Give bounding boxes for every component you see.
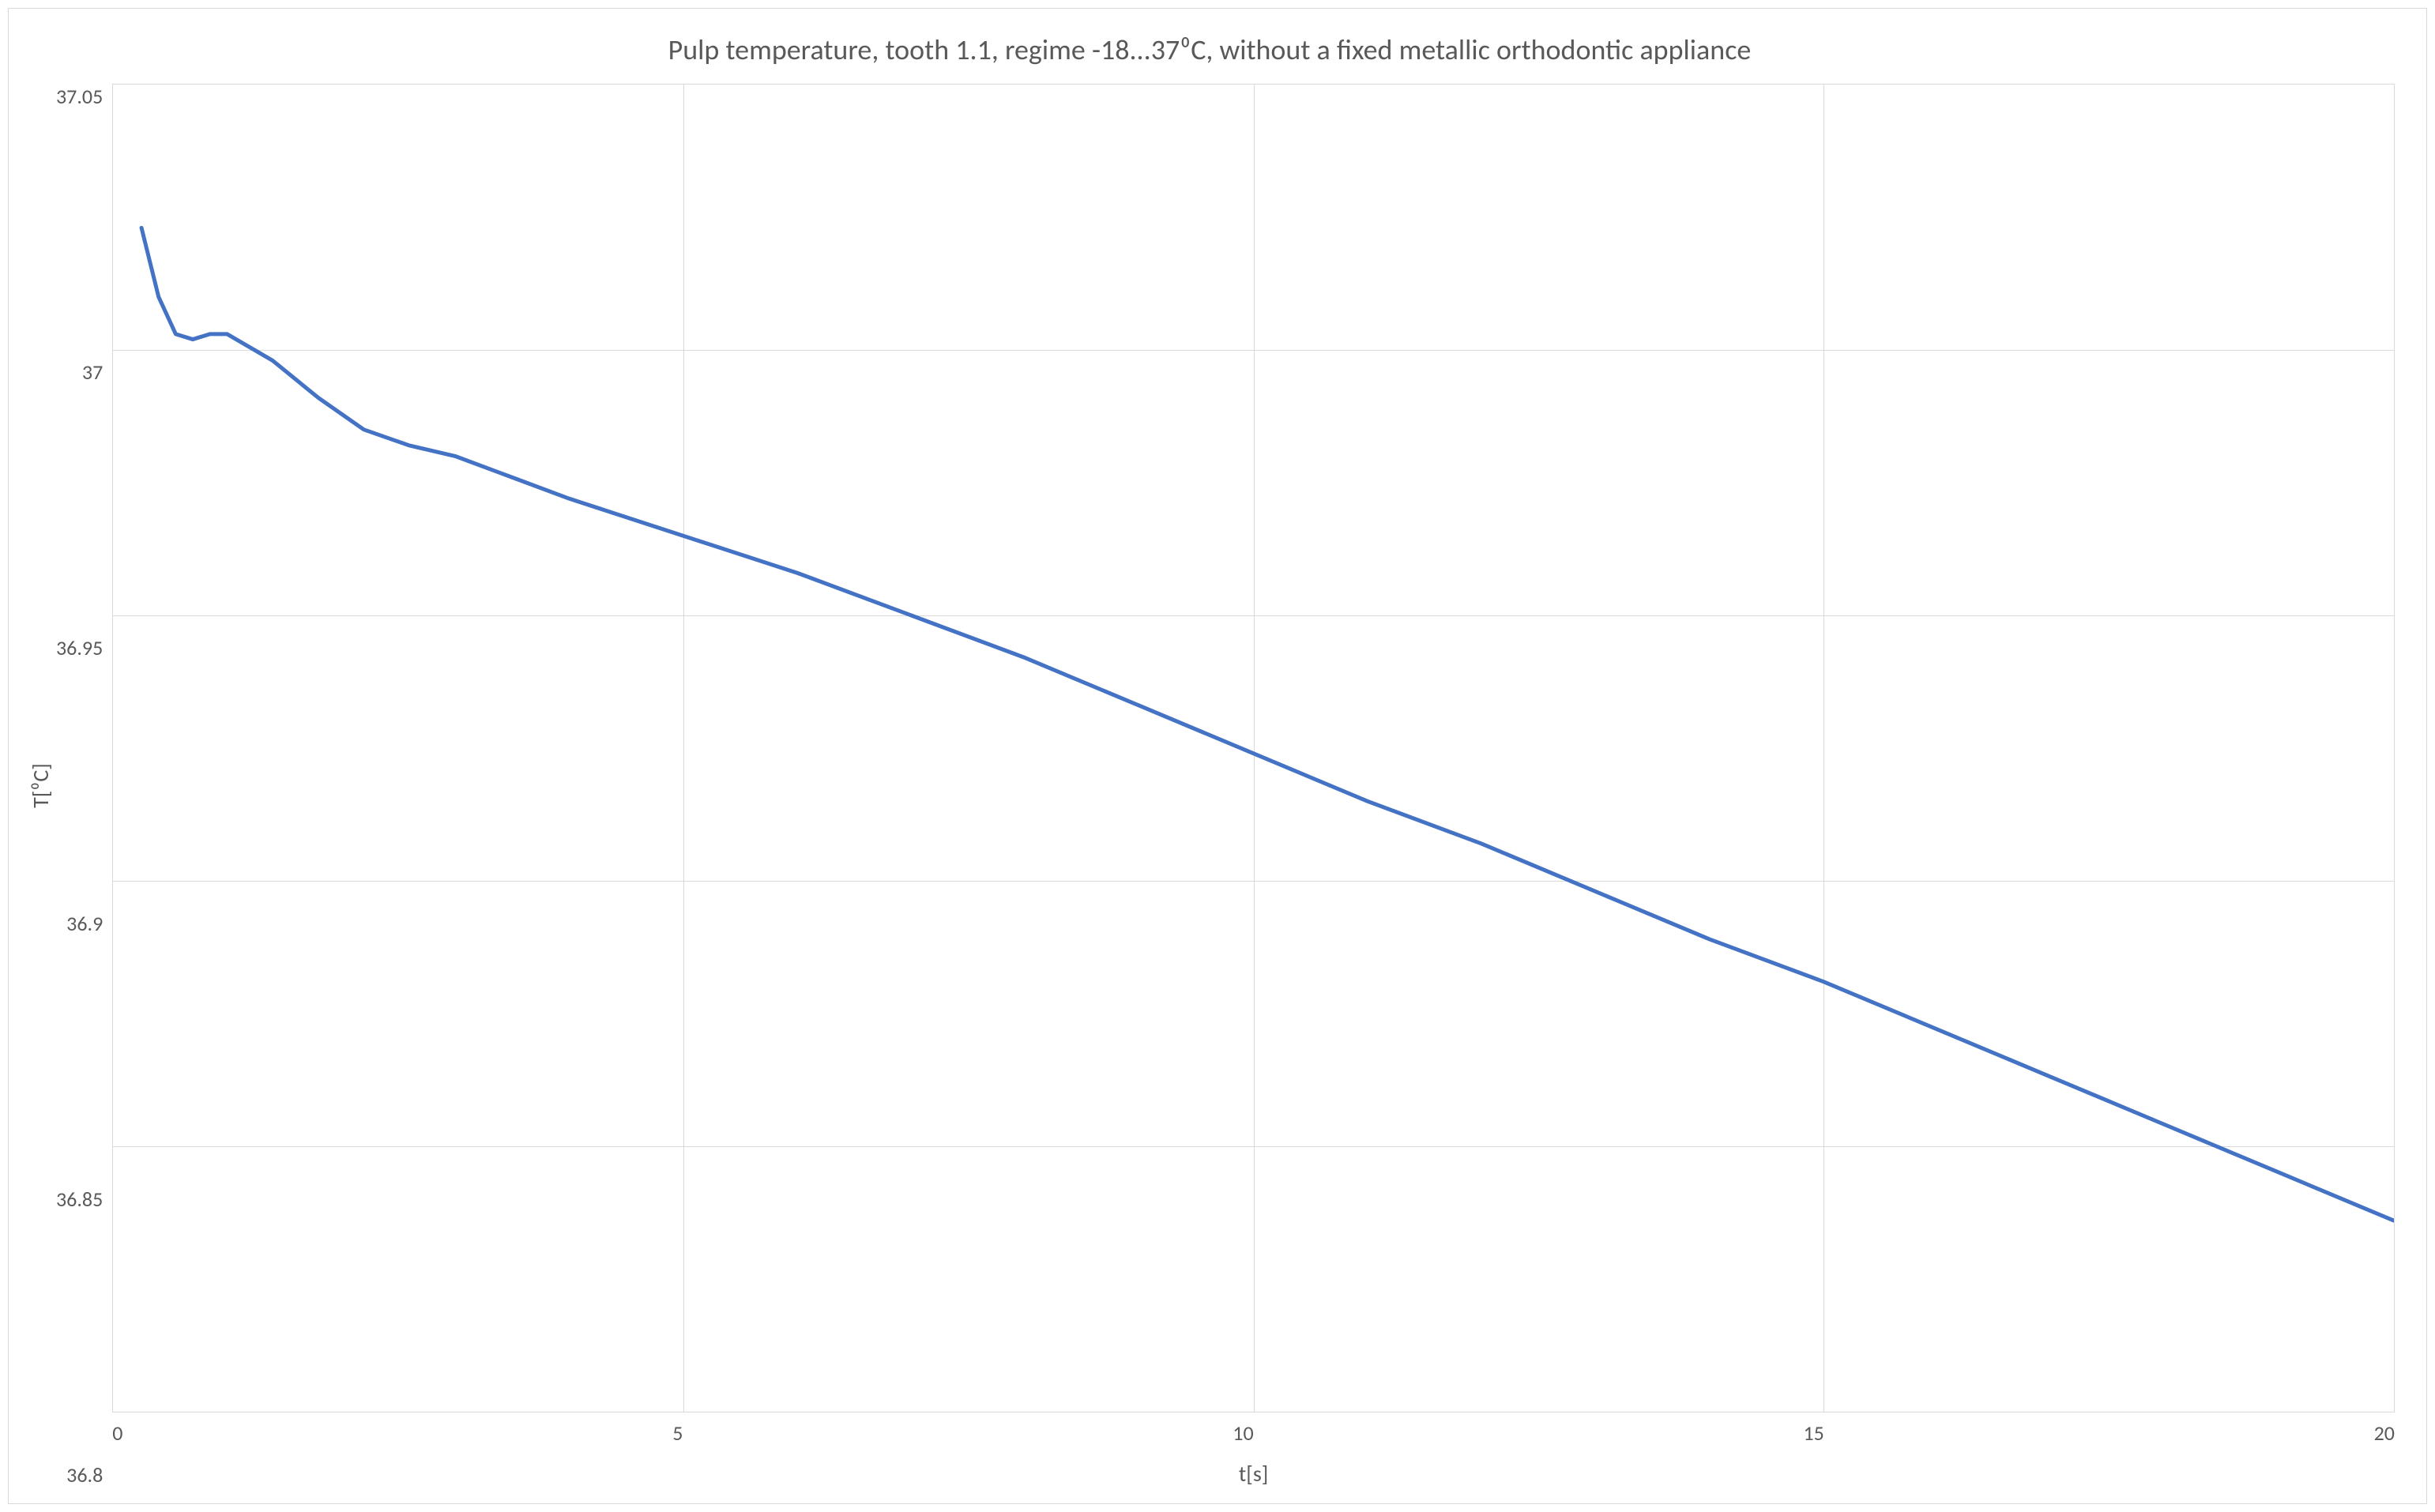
y-axis-label-wrap: T[⁰C] <box>24 84 56 1488</box>
chart-body: T[⁰C] 37.05 37 36.95 36.9 36.85 36.8 0 5 10 15 20… <box>24 84 2395 1488</box>
chart-title: Pulp temperature, tooth 1.1, regime -18.… <box>56 32 2363 68</box>
line-series-svg <box>113 85 2394 1412</box>
plot-column: 0 5 10 15 20 t[s] <box>112 84 2395 1488</box>
x-tick-label: 10 <box>1233 1420 1253 1446</box>
y-tick-label: 36.95 <box>56 635 103 660</box>
series-pulp-temperature <box>141 228 2394 1221</box>
chart-container: Pulp temperature, tooth 1.1, regime -18.… <box>0 0 2435 1512</box>
y-tick-label: 37 <box>82 359 103 385</box>
y-tick-label: 36.9 <box>66 911 103 936</box>
y-tick-label: 36.85 <box>56 1187 103 1212</box>
y-tick-label: 37.05 <box>56 84 103 109</box>
x-axis-label: t[s] <box>112 1446 2395 1488</box>
chart-frame: Pulp temperature, tooth 1.1, regime -18.… <box>8 8 2427 1504</box>
x-tick-label: 5 <box>672 1420 683 1446</box>
x-tick-label: 15 <box>1803 1420 1823 1446</box>
x-tick-label: 20 <box>2374 1420 2395 1446</box>
plot-area <box>112 84 2395 1412</box>
x-tick-label: 0 <box>112 1420 122 1446</box>
y-axis-label: T[⁰C] <box>27 763 55 808</box>
y-tick-label: 36.8 <box>66 1462 103 1488</box>
y-axis-ticks: 37.05 37 36.95 36.9 36.85 36.8 <box>56 84 112 1488</box>
x-axis-ticks: 0 5 10 15 20 <box>112 1412 2395 1446</box>
